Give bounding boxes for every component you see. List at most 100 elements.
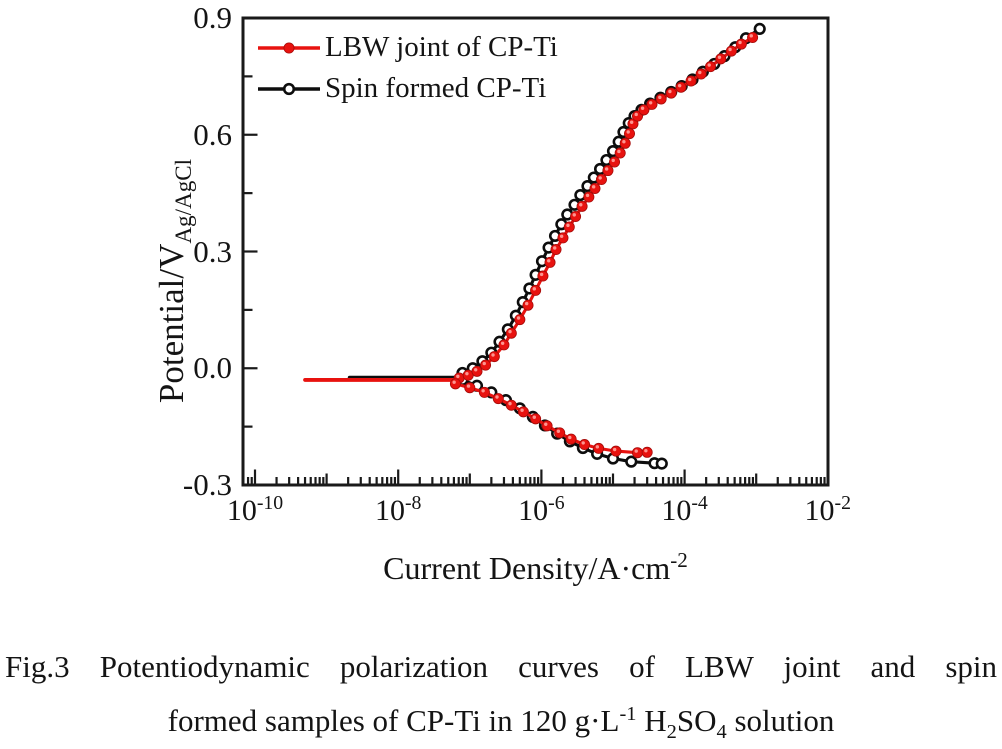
text-sub: 4 [716, 721, 727, 744]
text-sup: -4 [691, 492, 708, 515]
filled-circle-marker [488, 351, 500, 363]
text-run: Current Density/A·cm [383, 550, 671, 586]
marker-highlight [604, 167, 609, 171]
legend-line-sample [258, 82, 320, 95]
marker-highlight [544, 422, 548, 426]
caption-line-2: formed samples of CP-Ti in 120 g·L-1 H2S… [0, 700, 1002, 746]
marker-highlight [579, 203, 583, 207]
marker-highlight [525, 301, 529, 306]
marker-highlight [698, 70, 702, 75]
marker-highlight [707, 63, 711, 67]
marker-highlight [688, 77, 692, 82]
filled-circle-marker [283, 42, 295, 53]
marker-highlight [559, 234, 564, 238]
filled-circle-marker [609, 156, 621, 168]
marker-highlight [508, 329, 512, 334]
y-tick-label: 0.9 [193, 0, 232, 35]
open-circle-marker [282, 82, 296, 95]
marker-highlight [553, 246, 557, 250]
open-circle-marker [655, 457, 668, 470]
text-sub: 2 [666, 721, 677, 744]
marker-highlight [626, 130, 630, 134]
marker-highlight [547, 259, 551, 263]
marker-highlight [749, 34, 753, 38]
open-circle-marker [625, 455, 638, 468]
marker-highlight [491, 353, 495, 357]
filled-circle-marker [725, 45, 737, 57]
caption-line-1: Fig.3 Potentiodynamic polarization curve… [5, 649, 997, 684]
plot-canvas [241, 16, 830, 487]
filled-circle-marker [565, 433, 577, 445]
filled-circle-marker [589, 182, 601, 194]
filled-circle-marker [492, 393, 504, 405]
marker-highlight [629, 120, 634, 124]
x-axis-ticks [246, 469, 829, 484]
marker-highlight [634, 449, 638, 453]
text-sup: -8 [404, 492, 422, 515]
filled-circle-marker [505, 327, 517, 339]
filled-circle-marker [715, 53, 727, 65]
filled-circle-marker [563, 221, 575, 233]
filled-circle-marker [641, 446, 653, 458]
marker-highlight [481, 389, 485, 393]
marker-highlight [568, 435, 572, 440]
filled-circle-marker [735, 38, 747, 50]
legend-line-sample [258, 42, 320, 53]
text-run: formed samples of CP-Ti in 120 g·L [167, 703, 620, 738]
marker-highlight [452, 380, 456, 384]
x-tick-label: 10-6 [481, 492, 601, 531]
filled-circle-marker [655, 93, 667, 105]
legend-item-lbw-joint: LBW joint of CP-Ti [256, 27, 558, 68]
marker-highlight [677, 83, 682, 88]
series-lbw-joint [303, 31, 759, 459]
polarization-chart: 0.9 0.6 0.3 0.0 -0.3 10-10 10-8 10-6 10-4 10-2 P… [146, 0, 888, 587]
text-run: 10 [804, 494, 835, 527]
marker-highlight [738, 40, 742, 45]
filled-circle-marker [747, 31, 759, 43]
filled-circle-marker [544, 256, 556, 268]
marker-highlight [556, 429, 561, 433]
filled-circle-marker [583, 191, 595, 203]
marker-highlight [648, 101, 653, 105]
x-axis-title: Current Density/A·cm-2 [243, 548, 828, 587]
text-run: 10 [374, 494, 405, 527]
x-tick-label: 10-2 [768, 492, 888, 531]
marker-highlight [495, 395, 499, 399]
anodic-branch-line [454, 36, 754, 382]
filled-circle-marker [579, 439, 591, 451]
y-tick-label: -0.3 [182, 467, 232, 502]
marker-highlight [668, 89, 672, 94]
chart-legend: LBW joint of CP-Ti Spin formed CP-Ti [256, 27, 558, 109]
text-run: 10 [518, 494, 549, 527]
marker-highlight [612, 447, 617, 452]
x-tick-label: 10-8 [338, 492, 458, 531]
marker-highlight [539, 272, 544, 277]
filled-circle-marker [557, 232, 569, 244]
filled-circle-marker [576, 200, 588, 212]
text-run: Potential/V [152, 243, 191, 404]
y-tick-label: 0.6 [193, 116, 232, 152]
filled-circle-marker [593, 442, 605, 454]
marker-highlight [532, 415, 537, 419]
filled-circle-marker [550, 244, 562, 256]
y-tick-label: 0.0 [193, 350, 232, 386]
text-sup: -6 [548, 492, 565, 515]
marker-highlight [595, 445, 600, 449]
marker-highlight [456, 374, 460, 379]
y-axis-title: Potential/VAg/AgCl [146, 31, 198, 531]
text-sup: -10 [256, 492, 284, 515]
plot-frame [241, 16, 830, 487]
filled-circle-marker [471, 365, 483, 377]
legend-item-spin-formed: Spin formed CP-Ti [256, 68, 558, 109]
marker-highlight [585, 193, 590, 198]
open-circle-marker [753, 22, 766, 35]
filled-circle-marker [624, 128, 636, 140]
marker-highlight [598, 176, 602, 180]
marker-highlight [640, 106, 645, 110]
legend-label: LBW joint of CP-Ti [325, 31, 558, 63]
marker-highlight [466, 384, 471, 388]
x-tick-label: 10-10 [195, 492, 315, 531]
filled-circle-marker [478, 386, 490, 398]
filled-circle-marker [619, 137, 631, 149]
